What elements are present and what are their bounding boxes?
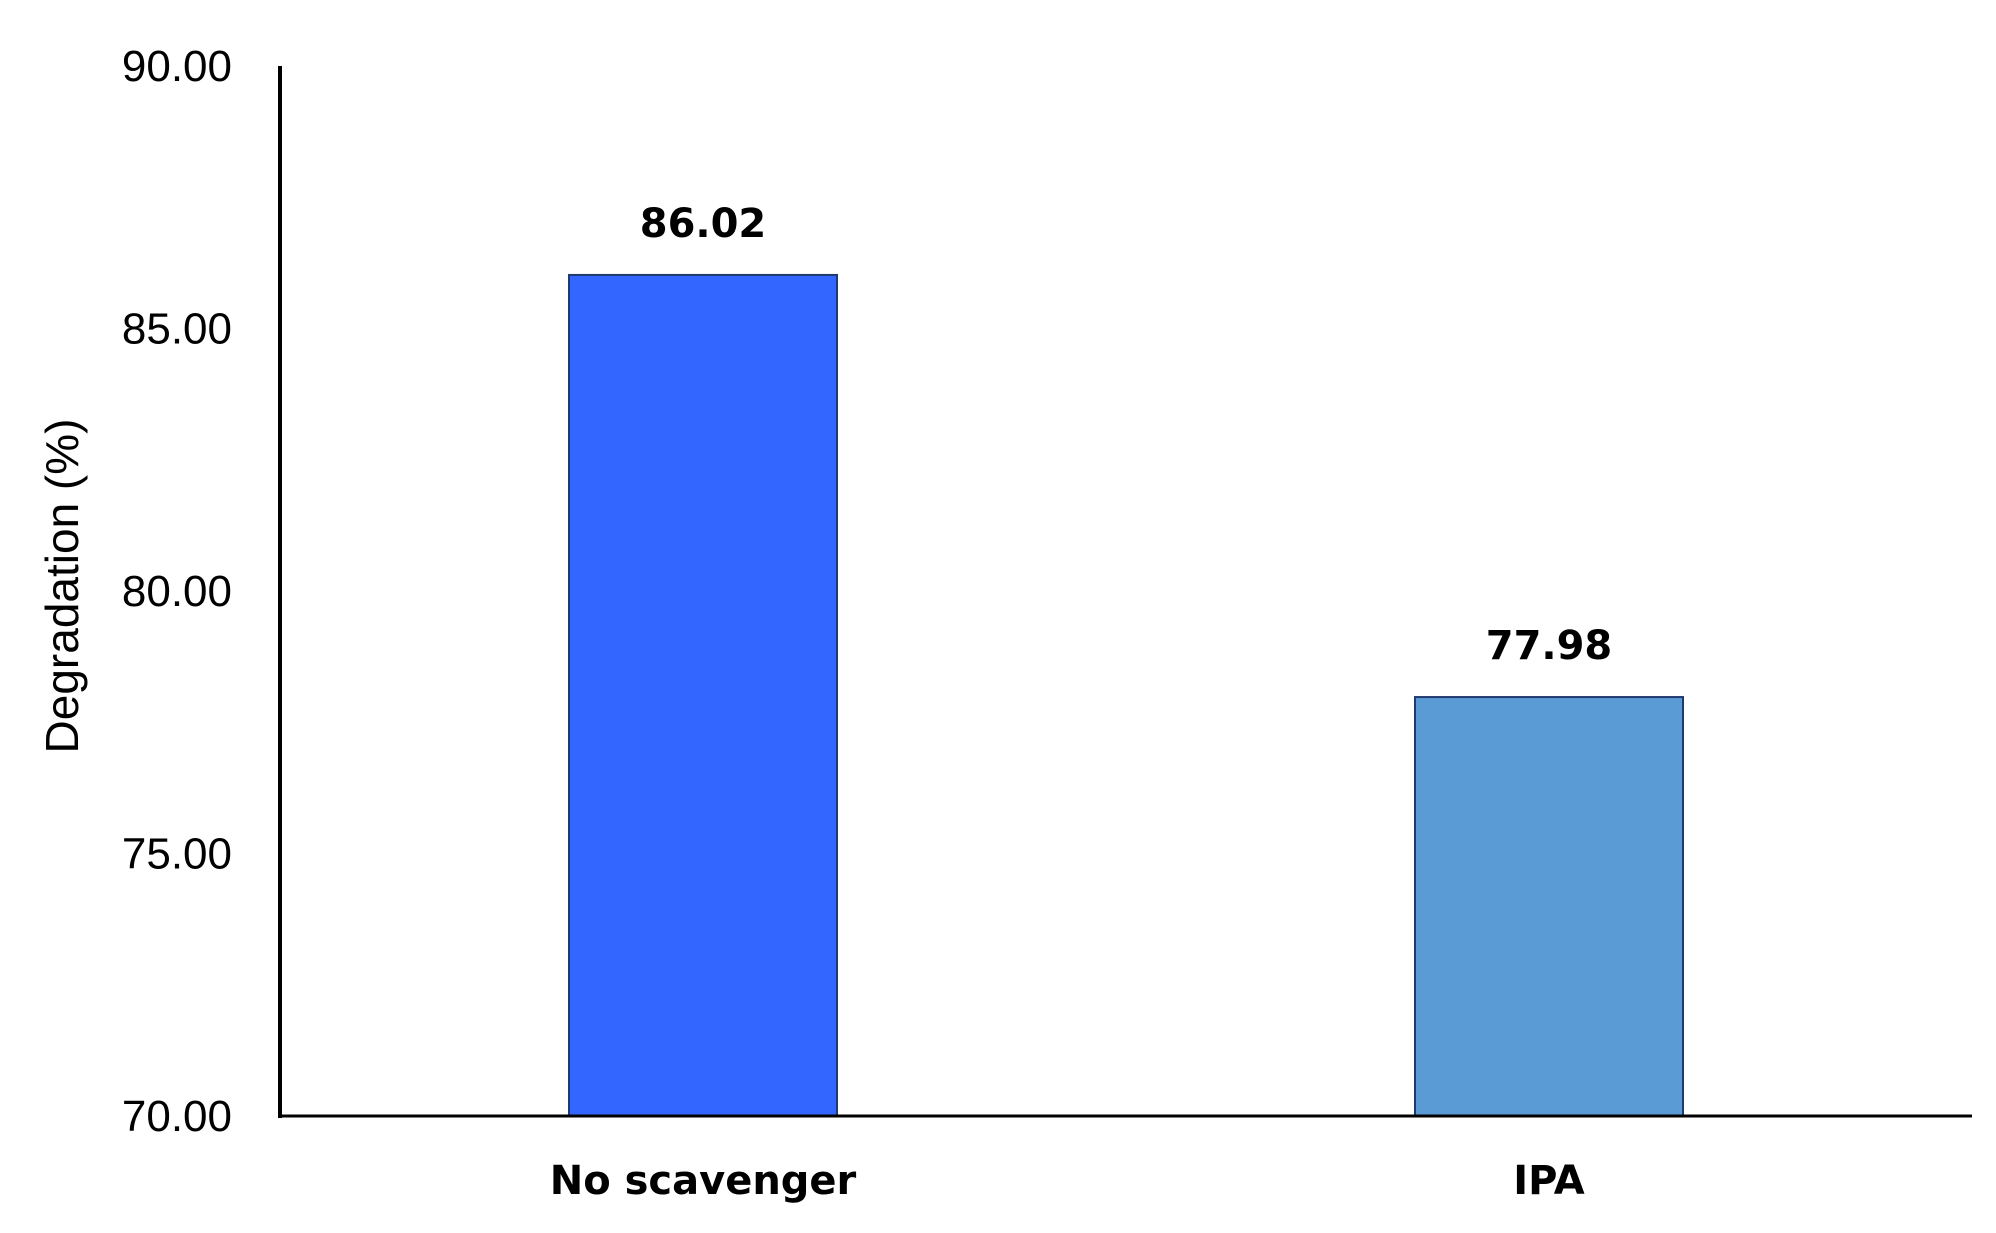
y-axis-title: Degradation (%) — [36, 419, 88, 754]
y-tick-label: 80.00 — [122, 567, 232, 616]
y-tick-label: 75.00 — [122, 830, 232, 879]
data-labels: 86.02 77.98 — [640, 201, 1613, 669]
y-tick-label: 70.00 — [122, 1092, 232, 1141]
y-tick-label: 85.00 — [122, 305, 232, 354]
x-category-label: IPA — [1513, 1158, 1585, 1204]
bars — [568, 273, 1684, 1117]
y-tick-label: 90.00 — [122, 42, 232, 91]
y-axis-ticks: 70.00 75.00 80.00 85.00 90.00 — [122, 42, 232, 1141]
bar-ipa — [1414, 696, 1684, 1117]
data-label: 86.02 — [640, 201, 767, 247]
category-labels: No scavenger IPA — [550, 1158, 1585, 1204]
x-category-label: No scavenger — [550, 1158, 857, 1204]
bar-no-scavenger — [568, 273, 838, 1117]
data-label: 77.98 — [1486, 623, 1613, 669]
